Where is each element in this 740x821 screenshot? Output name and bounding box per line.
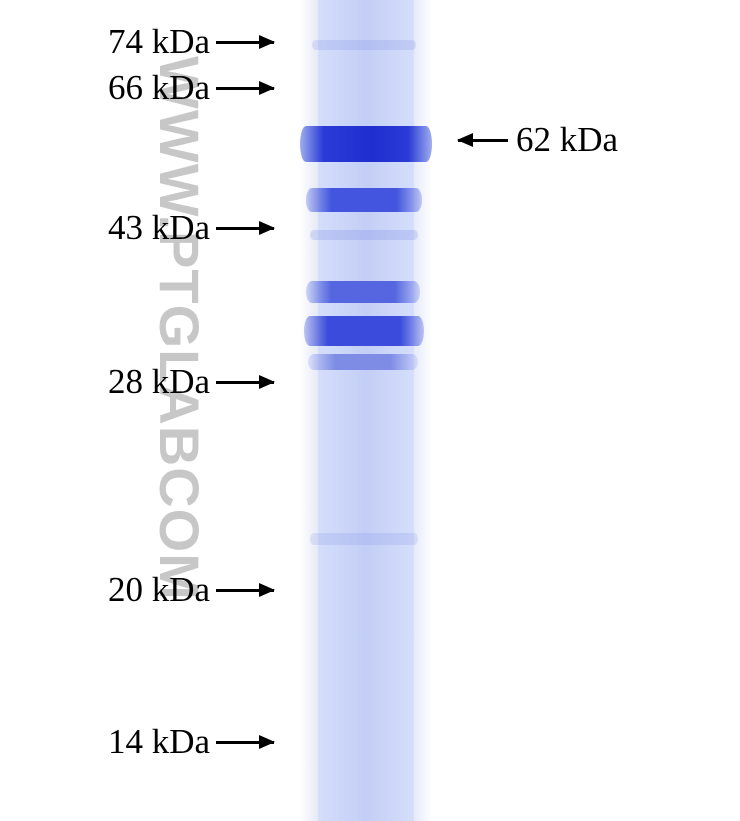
gel-lane-right-edge [414, 0, 432, 821]
ladder-arrow-icon [216, 741, 274, 744]
target-arrow-icon [458, 139, 508, 142]
ladder-arrow-icon [216, 381, 274, 384]
protein-band-3 [306, 281, 420, 303]
faint-band-2 [310, 230, 418, 240]
protein-band-2 [306, 188, 422, 212]
protein-band-5 [308, 354, 418, 370]
ladder-label-6: 14 kDa [108, 722, 210, 762]
gel-lane-left-edge [300, 0, 318, 821]
target-band-label: 62 kDa [516, 120, 618, 160]
ladder-arrow-icon [216, 87, 274, 90]
ladder-arrow-icon [216, 227, 274, 230]
protein-band-1 [300, 126, 432, 162]
ladder-arrow-icon [216, 41, 274, 44]
ladder-arrow-icon [216, 589, 274, 592]
faint-band-1 [312, 40, 416, 50]
watermark-text: WWW.PTGLABCOM [147, 56, 212, 601]
gel-figure: 74 kDa66 kDa43 kDa28 kDa20 kDa14 kDa62 k… [0, 0, 740, 821]
faint-band-3 [310, 533, 418, 545]
gel-lane [318, 0, 414, 821]
protein-band-4 [304, 316, 424, 346]
